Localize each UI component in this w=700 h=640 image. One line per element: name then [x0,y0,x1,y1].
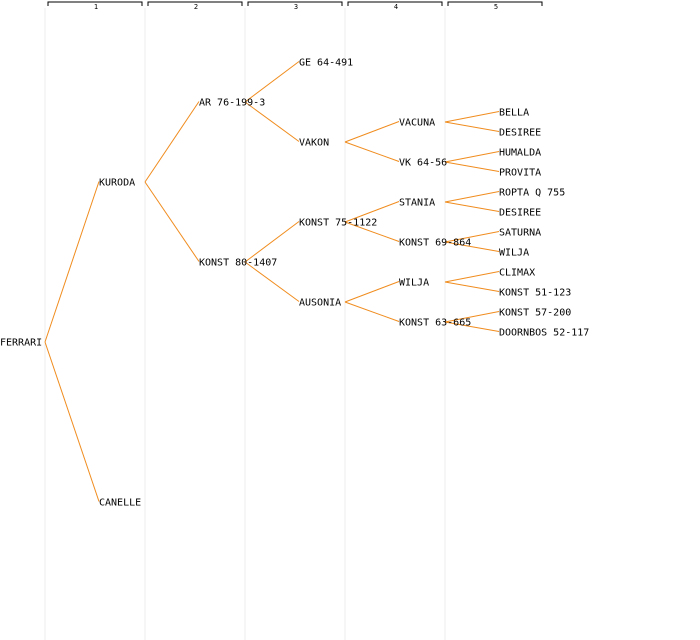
pedigree-node-label: WILJA [399,278,429,289]
pedigree-node-label: BELLA [499,108,529,119]
pedigree-node-label: WILJA [499,248,529,259]
pedigree-connector [244,61,300,103]
generation-header-bracket [447,1,543,6]
pedigree-connector [344,301,400,322]
pedigree-node-label: VK 64-56 [399,158,447,169]
pedigree-node-label: AR 76-199-3 [199,98,265,109]
pedigree-connector [344,281,400,303]
pedigree-node-label: STANIA [399,198,435,209]
pedigree-node-label: KONST 63-665 [399,318,471,329]
generation-label: 5 [494,3,498,11]
generation-label: 4 [394,3,398,11]
pedigree-node-label: KONST 51-123 [499,288,571,299]
generation-header-bracket [47,1,143,6]
pedigree-connector [144,101,200,183]
pedigree-node-label: VAKON [299,138,329,149]
pedigree-connector [44,341,100,502]
pedigree-connector [244,261,300,302]
pedigree-node-label: KURODA [99,178,135,189]
pedigree-node-label: VACUNA [399,118,435,129]
pedigree-connector [444,281,500,292]
pedigree-connector [444,241,500,252]
pedigree-connector [444,311,500,323]
pedigree-connector [444,191,500,203]
pedigree-connector [444,201,500,212]
pedigree-connector [344,221,400,242]
pedigree-connector [44,181,100,343]
generation-headers: 1 2 3 4 5 [47,1,543,11]
pedigree-node-label: CANELLE [99,498,141,509]
generation-header-bracket [147,1,243,6]
pedigree-connector [344,121,400,143]
pedigree-node-label: SATURNA [499,228,541,239]
pedigree-connector [444,121,500,132]
pedigree-connector [244,101,300,142]
pedigree-node-label: FERRARI [0,338,42,349]
generation-columns [44,8,446,640]
pedigree-connector [444,161,500,172]
generation-label: 1 [94,3,98,11]
pedigree-node-label: HUMALDA [499,148,541,159]
pedigree-node-label: KONST 57-200 [499,308,571,319]
pedigree-node-label: GE 64-491 [299,58,353,69]
pedigree-node-label: PROVITA [499,168,541,179]
pedigree-node-label: DOORNBOS 52-117 [499,328,589,339]
pedigree-nodes: FERRARI KURODA AR 76-199-3 GE 64-491 VAKON VA… [0,58,589,509]
pedigree-node-label: ROPTA Q 755 [499,188,565,199]
pedigree-node-label: KONST 75-1122 [299,218,377,229]
pedigree-connector [444,111,500,123]
pedigree-connector [244,221,300,263]
pedigree-node-label: DESIREE [499,128,541,139]
pedigree-node-label: AUSONIA [299,298,341,309]
pedigree-connector [344,141,400,162]
pedigree-connector [444,321,500,332]
generation-header-bracket [347,1,443,6]
pedigree-connector [144,181,200,262]
pedigree-connector [444,271,500,283]
generation-header-bracket [247,1,343,6]
generation-label: 3 [294,3,298,11]
pedigree-node-label: CLIMAX [499,268,535,279]
pedigree-connector [444,151,500,163]
pedigree-connector [444,231,500,243]
pedigree-node-label: KONST 80-1407 [199,258,277,269]
pedigree-connectors [44,61,500,502]
pedigree-node-label: KONST 69-864 [399,238,471,249]
pedigree-connector [344,201,400,223]
pedigree-node-label: DESIREE [499,208,541,219]
generation-label: 2 [194,3,198,11]
